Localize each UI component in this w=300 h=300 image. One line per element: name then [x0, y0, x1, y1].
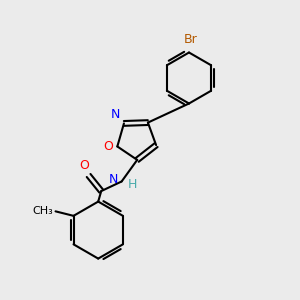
Text: CH₃: CH₃	[32, 206, 53, 216]
Text: O: O	[103, 140, 113, 153]
Text: O: O	[79, 160, 89, 172]
Text: Br: Br	[184, 33, 197, 46]
Text: N: N	[111, 108, 120, 121]
Text: N: N	[109, 173, 118, 187]
Text: H: H	[128, 178, 138, 191]
